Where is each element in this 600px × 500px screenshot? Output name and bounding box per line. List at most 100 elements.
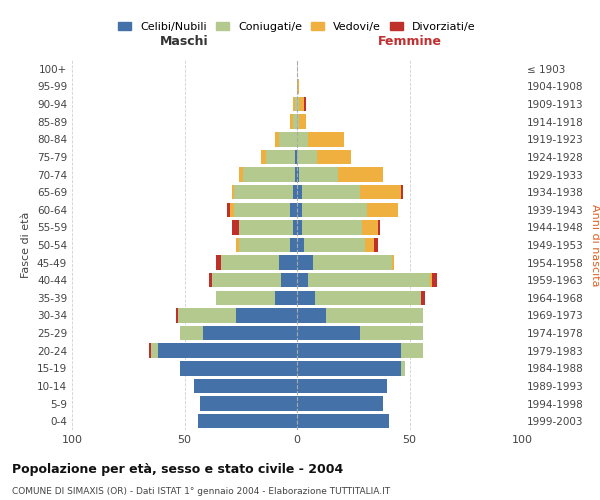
Bar	[212, 273, 281, 287]
Bar	[297, 150, 317, 164]
Bar	[180, 326, 203, 340]
Bar	[295, 150, 297, 164]
Bar	[432, 273, 437, 287]
Bar	[180, 361, 297, 376]
Bar	[315, 290, 421, 305]
Bar	[232, 185, 234, 200]
Bar	[297, 238, 304, 252]
Bar	[362, 220, 378, 234]
Bar	[297, 361, 401, 376]
Bar	[265, 150, 295, 164]
Bar	[239, 238, 290, 252]
Bar	[308, 132, 344, 146]
Bar	[293, 114, 297, 129]
Bar	[157, 344, 297, 358]
Bar	[295, 168, 297, 181]
Bar	[297, 290, 315, 305]
Bar	[297, 202, 302, 217]
Bar	[221, 256, 279, 270]
Bar	[234, 185, 293, 200]
Bar	[302, 185, 360, 200]
Bar	[293, 220, 297, 234]
Bar	[176, 308, 178, 322]
Bar	[203, 326, 297, 340]
Bar	[229, 202, 234, 217]
Text: COMUNE DI SIMAXIS (OR) - Dati ISTAT 1° gennaio 2004 - Elaborazione TUTTITALIA.IT: COMUNE DI SIMAXIS (OR) - Dati ISTAT 1° g…	[12, 488, 390, 496]
Text: Popolazione per età, sesso e stato civile - 2004: Popolazione per età, sesso e stato civil…	[12, 462, 343, 475]
Bar	[275, 132, 279, 146]
Bar	[261, 150, 265, 164]
Bar	[239, 168, 243, 181]
Bar	[392, 256, 394, 270]
Bar	[299, 114, 306, 129]
Bar	[216, 256, 221, 270]
Bar	[193, 378, 297, 393]
Bar	[337, 168, 383, 181]
Bar	[365, 238, 373, 252]
Bar	[232, 220, 239, 234]
Legend: Celibi/Nubili, Coniugati/e, Vedovi/e, Divorziati/e: Celibi/Nubili, Coniugati/e, Vedovi/e, Di…	[114, 18, 480, 36]
Bar	[297, 378, 387, 393]
Bar	[297, 326, 360, 340]
Bar	[313, 256, 392, 270]
Bar	[243, 168, 295, 181]
Bar	[297, 79, 299, 94]
Bar	[297, 344, 401, 358]
Bar	[297, 414, 389, 428]
Bar	[360, 185, 401, 200]
Bar	[295, 97, 297, 112]
Bar	[236, 308, 297, 322]
Bar	[299, 168, 337, 181]
Bar	[302, 220, 362, 234]
Bar	[151, 344, 157, 358]
Bar	[198, 414, 297, 428]
Bar	[401, 344, 423, 358]
Bar	[281, 273, 297, 287]
Bar	[401, 361, 405, 376]
Y-axis label: Fasce di età: Fasce di età	[22, 212, 31, 278]
Bar	[279, 256, 297, 270]
Bar	[297, 256, 313, 270]
Bar	[279, 132, 297, 146]
Bar	[360, 326, 423, 340]
Bar	[290, 202, 297, 217]
Bar	[302, 202, 367, 217]
Bar	[317, 150, 351, 164]
Bar	[297, 185, 302, 200]
Bar	[239, 220, 293, 234]
Bar	[367, 202, 398, 217]
Bar	[297, 273, 308, 287]
Bar	[308, 273, 430, 287]
Bar	[304, 97, 306, 112]
Bar	[178, 308, 236, 322]
Text: Femmine: Femmine	[377, 34, 442, 48]
Bar	[290, 114, 293, 129]
Bar	[209, 273, 212, 287]
Bar	[297, 132, 308, 146]
Bar	[297, 168, 299, 181]
Bar	[401, 185, 403, 200]
Bar	[149, 344, 151, 358]
Bar	[297, 97, 299, 112]
Y-axis label: Anni di nascita: Anni di nascita	[590, 204, 600, 286]
Bar	[234, 202, 290, 217]
Bar	[200, 396, 297, 411]
Bar	[227, 202, 229, 217]
Bar	[326, 308, 423, 322]
Bar	[297, 396, 383, 411]
Bar	[430, 273, 432, 287]
Bar	[373, 238, 378, 252]
Bar	[275, 290, 297, 305]
Bar	[297, 220, 302, 234]
Bar	[297, 308, 326, 322]
Bar	[216, 290, 275, 305]
Bar	[290, 238, 297, 252]
Bar	[293, 97, 295, 112]
Bar	[299, 97, 304, 112]
Bar	[304, 238, 365, 252]
Bar	[236, 238, 239, 252]
Bar	[297, 114, 299, 129]
Bar	[293, 185, 297, 200]
Text: Maschi: Maschi	[160, 34, 209, 48]
Bar	[421, 290, 425, 305]
